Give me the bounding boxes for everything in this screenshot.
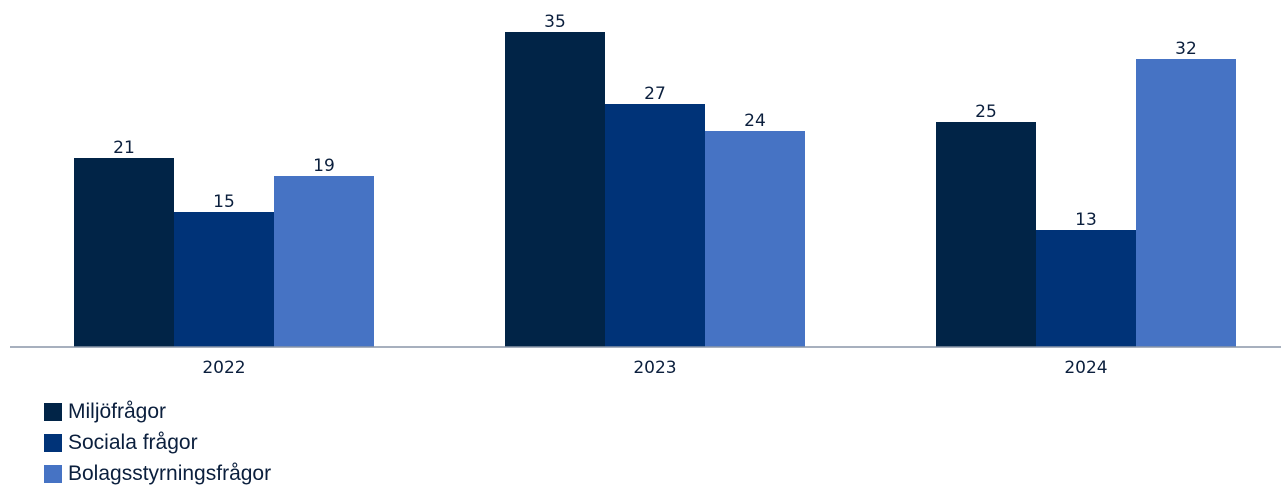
bar-2023-1 [505,32,605,347]
bars-group [74,32,1236,347]
data-label-2024-2: 13 [1075,210,1097,230]
data-label-2022-3: 19 [313,156,335,176]
bar-2024-1 [936,122,1036,347]
data-label-2023-2: 27 [644,84,666,104]
bar-2022-3 [274,176,374,347]
legend-label-3: Bolagsstyrningsfrågor [68,461,272,485]
bar-2024-3 [1136,59,1236,347]
bar-2023-3 [705,131,805,347]
x-tick-label-2023: 2023 [633,358,676,378]
legend-swatch-2 [44,433,62,452]
data-label-2023-3: 24 [744,111,766,131]
bar-2023-2 [605,104,705,347]
bar-2022-2 [174,212,274,347]
bar-chart: 21 15 19 35 27 24 25 13 32 2022 2023 2024 [10,12,1281,378]
legend-item-1: Miljöfrågor [44,396,271,427]
data-label-2022-1: 21 [113,138,135,158]
data-label-2022-2: 15 [213,192,235,212]
data-labels-group: 21 15 19 35 27 24 25 13 32 [113,12,1197,230]
bar-2022-1 [74,158,174,347]
x-tick-label-2024: 2024 [1064,358,1107,378]
legend-label-1: Miljöfrågor [68,399,167,423]
legend: Miljöfrågor Sociala frågor Bolagsstyrnings… [44,396,271,489]
data-label-2024-1: 25 [975,102,997,122]
legend-swatch-3 [44,464,62,483]
legend-item-2: Sociala frågor [44,427,271,458]
legend-swatch-1 [44,402,62,421]
x-tick-label-2022: 2022 [202,358,245,378]
data-label-2023-1: 35 [544,12,566,32]
legend-label-2: Sociala frågor [68,430,198,454]
data-label-2024-3: 32 [1175,39,1197,59]
legend-item-3: Bolagsstyrningsfrågor [44,458,271,489]
x-tick-labels-group: 2022 2023 2024 [202,358,1107,378]
bar-2024-2 [1036,230,1136,347]
